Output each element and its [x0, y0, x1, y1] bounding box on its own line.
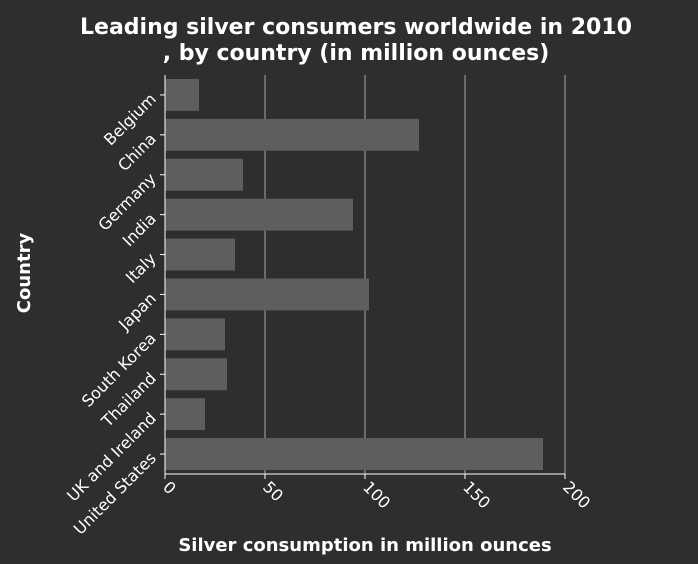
bar-thailand [165, 358, 227, 391]
x-tick-label: 200 [559, 477, 594, 512]
x-tick-label: 100 [359, 477, 394, 512]
bar-italy [165, 238, 235, 271]
bar-layer [165, 78, 543, 471]
x-tick-label: 50 [259, 477, 287, 505]
bar-south-korea [165, 318, 225, 351]
chart-title-line-2: , by country (in million ounces) [163, 41, 550, 66]
bar-belgium [165, 78, 199, 111]
y-tick-label: Japan [114, 289, 160, 335]
x-tick-label: 0 [159, 477, 180, 498]
bar-japan [165, 278, 369, 311]
bar-uk-and-ireland [165, 398, 205, 431]
x-tick-label: 150 [459, 477, 494, 512]
y-axis-label: Country [14, 233, 35, 314]
chart-title-line-1: Leading silver consumers worldwide in 20… [80, 15, 632, 40]
bar-united-states [165, 438, 543, 471]
y-tick-label: Italy [122, 249, 160, 287]
bar-india [165, 198, 353, 231]
bar-germany [165, 158, 243, 191]
bar-china [165, 118, 419, 151]
x-axis-label: Silver consumption in million ounces [178, 535, 551, 556]
